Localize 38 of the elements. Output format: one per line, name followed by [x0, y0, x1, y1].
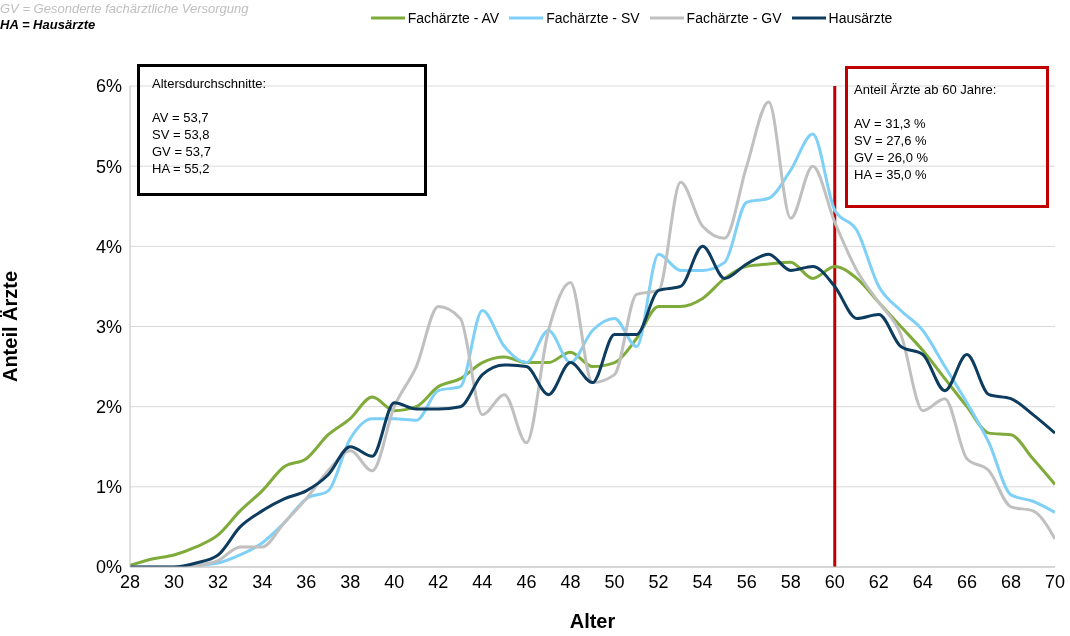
x-axis-title: Alter [569, 610, 616, 632]
y-tick-label: 5% [95, 156, 122, 177]
x-tick-label: 58 [780, 571, 801, 592]
x-tick-label: 46 [516, 571, 537, 592]
text: Anteil Ärzte ab 60 Jahre: AV = 31,3 % SV = 27,6 % GV = 26,0 % HA = 35,0 % [854, 82, 997, 182]
x-tick-label: 56 [736, 571, 757, 592]
text: GV = Gesonderte fachärztliche Versorgung [0, 0, 249, 17]
x-tick-label: 54 [692, 571, 713, 592]
y-tick-label: 6% [95, 76, 122, 97]
x-tick-label: 38 [340, 571, 361, 592]
legend-label: Hausärzte [827, 10, 893, 26]
x-tick-label: 62 [868, 571, 889, 592]
y-tick-label: 0% [95, 557, 122, 578]
x-tick-label: 66 [956, 571, 977, 592]
legend-label: Fachärzte - AV [406, 10, 500, 26]
text: Altersdurchschnitte: AV = 53,7 SV = 53,8 GV = 53,7 HA = 55,2 [152, 76, 267, 176]
y-axis-title: Anteil Ärzte [0, 270, 22, 383]
x-tick-label: 44 [472, 571, 493, 592]
x-tick-label: 42 [428, 571, 449, 592]
x-tick-label: 64 [912, 571, 933, 592]
x-tick-label: 32 [208, 571, 229, 592]
x-tick-label: 36 [296, 571, 317, 592]
y-tick-label: 2% [95, 397, 122, 418]
y-tick-label: 3% [95, 316, 122, 337]
x-tick-label: 70 [1044, 571, 1066, 592]
x-tick-label: 34 [252, 571, 273, 592]
x-tick-label: 50 [604, 571, 625, 592]
text: HA = Hausärzte [0, 16, 96, 33]
x-tick-label: 60 [824, 571, 845, 592]
x-tick-label: 68 [1000, 571, 1021, 592]
y-tick-label: 1% [95, 477, 122, 498]
y-tick-label: 4% [95, 236, 122, 257]
x-tick-label: 48 [560, 571, 581, 592]
x-tick-label: 40 [384, 571, 405, 592]
legend-label: Fachärzte - SV [545, 10, 640, 26]
x-tick-label: 30 [164, 571, 185, 592]
legend-label: Fachärzte - GV [685, 10, 782, 26]
x-tick-label: 52 [648, 571, 669, 592]
